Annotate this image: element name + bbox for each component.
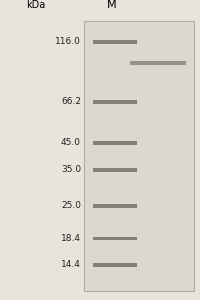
- Bar: [93, 236, 137, 240]
- Text: M: M: [107, 1, 117, 10]
- Bar: [93, 204, 137, 208]
- Bar: [93, 141, 137, 145]
- Text: 25.0: 25.0: [61, 201, 81, 210]
- Text: 45.0: 45.0: [61, 138, 81, 147]
- Text: 14.4: 14.4: [61, 260, 81, 269]
- Text: 66.2: 66.2: [61, 97, 81, 106]
- Text: 18.4: 18.4: [61, 234, 81, 243]
- Bar: [93, 40, 137, 44]
- Text: kDa: kDa: [26, 1, 46, 10]
- Bar: [93, 168, 137, 172]
- Bar: [130, 61, 186, 65]
- Text: 116.0: 116.0: [55, 37, 81, 46]
- Bar: [93, 100, 137, 104]
- Bar: [84, 21, 194, 291]
- Text: 35.0: 35.0: [61, 165, 81, 174]
- Bar: [93, 263, 137, 267]
